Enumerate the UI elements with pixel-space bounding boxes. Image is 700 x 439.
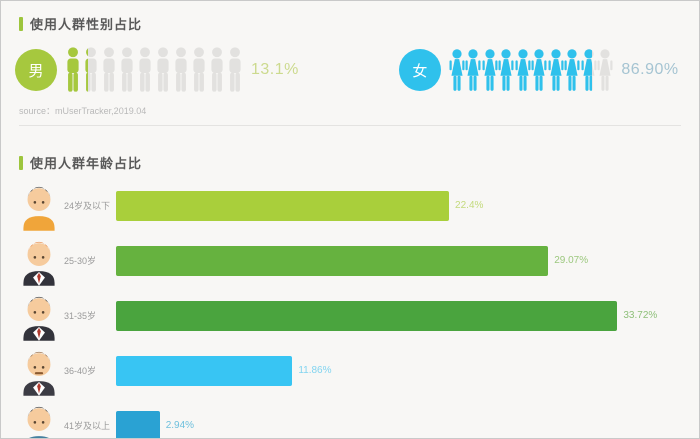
age-avatar xyxy=(17,236,61,286)
age-row-25-30岁: 25-30岁 29.07% xyxy=(1,233,699,288)
gender-chart-row: 男 xyxy=(1,46,699,94)
person-male-icon xyxy=(229,47,241,92)
age-avatar xyxy=(17,181,61,231)
female-icons-fill-layer xyxy=(449,47,592,94)
pictogram-unit xyxy=(597,47,613,94)
bar-value-label: 11.86% xyxy=(298,365,332,376)
age-category-label: 41岁及以上 xyxy=(64,421,111,431)
person-male-icon xyxy=(121,47,133,92)
age-category-label: 36-40岁 xyxy=(64,366,97,376)
bar-track: 33.72% xyxy=(116,300,681,331)
gender-section: 使用人群性别占比 男 xyxy=(1,1,699,126)
bar-segment xyxy=(116,410,160,438)
bar-value-label: 2.94% xyxy=(165,420,195,431)
pictogram-unit xyxy=(482,47,498,94)
bar-segment xyxy=(116,355,293,386)
pictogram-unit xyxy=(101,47,117,93)
person-male-icon xyxy=(85,48,89,92)
person-female-icon xyxy=(449,48,465,91)
age-row-41岁及以上: 41岁及以上 2.94% xyxy=(1,398,699,438)
male-icons-fill-layer xyxy=(65,47,89,93)
person-female-icon xyxy=(482,48,498,91)
pictogram-unit xyxy=(155,47,171,93)
person-female-icon xyxy=(531,48,547,91)
pictogram-unit xyxy=(119,47,135,93)
bar-value-label: 33.72% xyxy=(623,310,658,321)
age-section-title: 使用人群年龄占比 xyxy=(1,153,699,172)
pictogram-unit xyxy=(564,47,580,94)
male-pictogram-row xyxy=(65,47,243,93)
person-male-icon xyxy=(139,47,151,92)
avatar-icon xyxy=(23,351,55,396)
pictogram-unit xyxy=(209,47,225,93)
age-category-label: 31-35岁 xyxy=(64,311,97,321)
avatar-icon xyxy=(23,186,55,231)
bar-segment xyxy=(116,245,549,276)
bar-value-label: 29.07% xyxy=(554,255,589,266)
person-female-icon xyxy=(515,48,531,91)
bar-track: 11.86% xyxy=(116,355,681,386)
person-male-icon xyxy=(193,47,205,92)
avatar-icon xyxy=(23,241,55,286)
bar-segment xyxy=(116,190,450,221)
source-note: source：mUserTracker,2019.04 xyxy=(19,104,681,126)
bar-segment xyxy=(116,300,618,331)
gender-section-title: 使用人群性别占比 xyxy=(1,14,699,33)
person-male-icon xyxy=(103,47,115,92)
person-male-icon xyxy=(157,47,169,92)
age-avatar xyxy=(17,291,61,341)
age-row-24岁及以下: 24岁及以下 22.4% xyxy=(1,178,699,233)
female-badge-label: 女 xyxy=(412,62,428,80)
pictogram-unit xyxy=(83,47,89,93)
male-percent-label: 13.1% xyxy=(251,61,299,78)
pictogram-unit xyxy=(515,47,531,94)
pictogram-unit xyxy=(449,47,465,94)
age-avatar xyxy=(17,346,61,396)
person-male-icon xyxy=(67,47,79,92)
age-title-text: 使用人群年龄占比 xyxy=(30,156,143,171)
person-male-icon xyxy=(175,47,187,92)
person-female-icon xyxy=(597,48,613,91)
age-category-label: 25-30岁 xyxy=(64,256,97,266)
pictogram-unit xyxy=(498,47,514,94)
person-male-icon xyxy=(211,47,223,92)
person-female-icon xyxy=(498,48,514,91)
female-pictogram-row xyxy=(449,47,614,94)
pictogram-unit xyxy=(191,47,207,93)
person-female-icon xyxy=(581,48,592,91)
age-bar-chart: 24岁及以下 22.4% 25-30岁 29.07% 31-35岁 33.72% 36… xyxy=(1,178,699,438)
person-female-icon xyxy=(548,48,564,91)
age-category-label: 24岁及以下 xyxy=(64,201,111,211)
avatar-icon xyxy=(27,406,51,438)
pictogram-unit xyxy=(465,47,481,94)
male-icons-gray-layer xyxy=(65,47,243,93)
person-female-icon xyxy=(564,48,580,91)
bar-value-label: 22.4% xyxy=(455,200,484,211)
pictogram-unit xyxy=(65,47,81,93)
pictogram-unit xyxy=(173,47,189,93)
age-avatar xyxy=(17,401,61,438)
male-badge-label: 男 xyxy=(28,62,44,80)
age-row-36-40岁: 36-40岁 11.86% xyxy=(1,343,699,398)
female-percent-label: 86.90% xyxy=(621,61,679,78)
pictogram-unit xyxy=(137,47,153,93)
age-row-31-35岁: 31-35岁 33.72% xyxy=(1,288,699,343)
female-badge: 女 xyxy=(398,49,441,91)
age-section: 使用人群年龄占比 24岁及以下 22.4% 25-30岁 29.07% 31-35岁… xyxy=(1,153,699,438)
title-accent-bar xyxy=(19,16,23,31)
gender-title-text: 使用人群性别占比 xyxy=(30,17,143,32)
pictogram-unit xyxy=(227,47,243,93)
male-badge: 男 xyxy=(15,49,57,91)
pictogram-unit xyxy=(548,47,564,94)
avatar-icon xyxy=(23,296,55,341)
pictogram-unit xyxy=(531,47,547,94)
bar-track: 29.07% xyxy=(116,245,681,276)
title-accent-bar xyxy=(19,155,23,170)
bar-track: 22.4% xyxy=(116,190,681,221)
bar-track: 2.94% xyxy=(116,410,681,438)
person-female-icon xyxy=(465,48,481,91)
pictogram-unit xyxy=(581,47,592,94)
